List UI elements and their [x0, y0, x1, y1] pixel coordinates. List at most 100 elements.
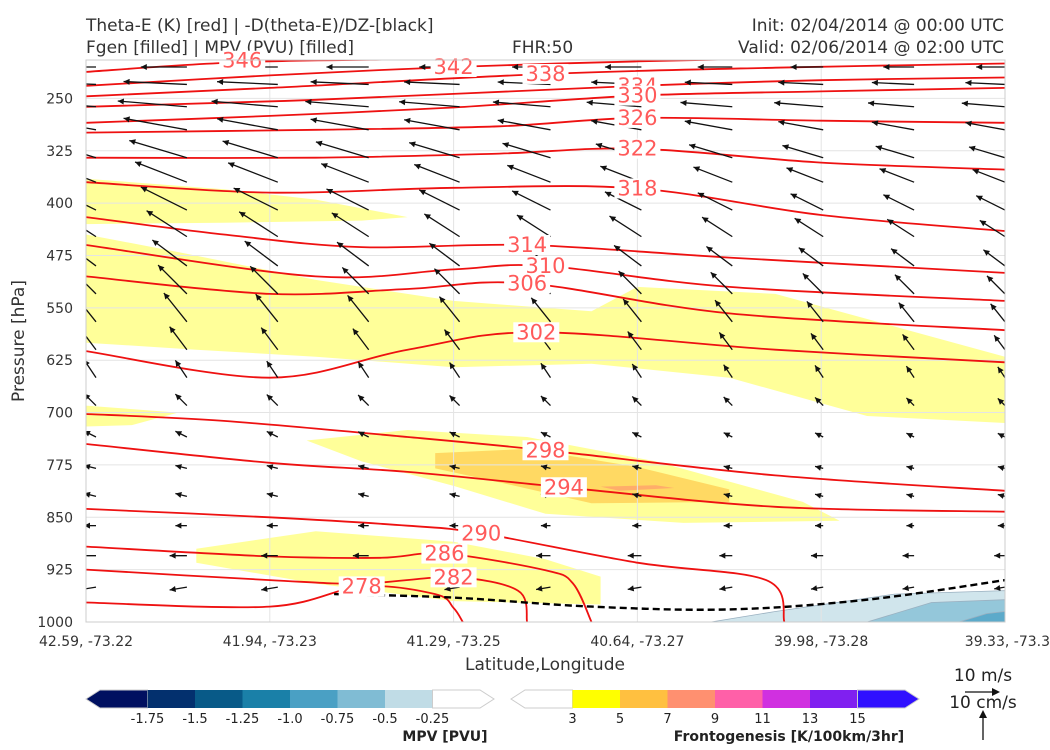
x-tick-label: 41.29, -73.25: [407, 634, 501, 650]
title-line-2: Fgen [filled] | MPV (PVU) [filled]: [86, 38, 355, 58]
wind-vector-head: [444, 329, 451, 337]
wind-vector: [266, 360, 279, 379]
wind-vector-head: [261, 327, 268, 335]
wind-vector-shaft: [867, 102, 915, 108]
wind-vector: [357, 492, 369, 499]
y-tick-label: 1000: [37, 615, 73, 631]
colorbar-segment: [762, 690, 810, 708]
wind-vector-head: [419, 189, 426, 196]
wind-vector: [86, 394, 97, 407]
wind-vector: [174, 360, 188, 379]
wind-vector: [879, 168, 915, 183]
wind-vector: [175, 522, 187, 529]
colorbar-tick-label: 15: [849, 712, 866, 727]
wind-vector-head: [78, 553, 84, 559]
wind-vector-shaft: [86, 177, 97, 183]
wind-vector: [965, 79, 1005, 86]
wind-vector-head: [331, 212, 339, 219]
wind-vector: [693, 166, 733, 183]
wind-vector-head: [815, 397, 822, 404]
wind-vector-head: [86, 394, 91, 400]
wind-vector-head: [871, 79, 878, 86]
wind-vector-head: [710, 272, 718, 279]
wind-vector: [86, 229, 97, 238]
plot-frame: [85, 59, 1006, 623]
wind-vector: [511, 190, 551, 211]
wind-vector-shaft: [123, 80, 187, 86]
wind-vector: [449, 522, 460, 529]
wind-vector-shaft: [693, 166, 733, 183]
wind-vector-head: [540, 395, 548, 403]
wind-vector: [983, 249, 1005, 267]
wind-vector-head: [152, 240, 159, 247]
wind-vector: [902, 552, 915, 559]
wind-vector: [774, 100, 824, 108]
wind-vector-head: [715, 300, 722, 307]
wind-vector-head: [36, 139, 43, 145]
wind-vector-shaft: [790, 193, 824, 211]
wind-vector-shaft: [604, 191, 642, 211]
wind-vector-head: [902, 552, 909, 559]
theta-e-contour-298: [86, 413, 1005, 492]
wind-vector-head: [997, 433, 1005, 439]
wind-vector: [414, 163, 460, 183]
wind-vector: [233, 187, 279, 211]
wind-vector: [86, 335, 97, 351]
wind-vector-shaft: [684, 81, 733, 86]
wind-vector-head: [990, 303, 997, 311]
wind-vector: [871, 120, 915, 131]
theta-e-label-342: 342: [434, 55, 474, 79]
wind-vector-shaft: [404, 81, 460, 86]
wind-vector: [449, 492, 460, 499]
wind-vector-head: [146, 210, 154, 217]
wind-vector-head: [723, 522, 730, 529]
wind-vector-head: [449, 431, 457, 438]
wind-vector: [266, 492, 278, 498]
wind-vector-shaft: [86, 204, 97, 211]
wind-vector-shaft: [961, 102, 1005, 108]
wind-vector-shaft: [404, 119, 460, 131]
theta-e-label-346: 346: [222, 49, 262, 73]
wind-vector: [975, 195, 1005, 211]
wind-vector-head: [723, 364, 730, 372]
colorbar-tick-label: -0.25: [416, 712, 450, 727]
wind-vector: [123, 78, 187, 86]
colorbar-segment: [385, 690, 433, 708]
wind-vector-head: [404, 79, 411, 86]
wind-vector-head: [261, 585, 268, 592]
wind-vector: [680, 99, 733, 108]
theta-e-label-bg: [504, 273, 551, 294]
wind-vector-shaft: [86, 586, 97, 590]
wind-vector-head: [540, 432, 548, 438]
theta-e-contour-302: [86, 331, 1005, 379]
y-tick-label: 775: [46, 458, 73, 474]
wind-vector-shaft: [965, 121, 1005, 131]
wind-vector-head: [810, 552, 817, 559]
wind-vector: [449, 431, 460, 438]
wind-vector-head: [815, 522, 822, 529]
wind-vector-head: [60, 239, 67, 245]
wind-vector-head: [627, 585, 635, 592]
wind-vector-head: [42, 161, 49, 167]
wind-vector-head: [30, 79, 36, 85]
wind-vector: [249, 265, 279, 295]
theta-e-label-bg: [522, 255, 569, 276]
ref-speed-label: 10 m/s: [954, 666, 1012, 686]
wind-vector: [883, 194, 915, 211]
wind-vector-shaft: [875, 145, 915, 159]
wind-vector: [814, 365, 824, 379]
wind-vector-head: [337, 242, 344, 249]
wind-vector: [169, 552, 187, 559]
wind-vector: [357, 394, 370, 407]
wind-vector: [618, 270, 642, 295]
wind-vector: [428, 242, 460, 267]
wind-vector: [986, 275, 1005, 295]
wind-vector-shaft: [86, 493, 97, 497]
wind-vector: [140, 63, 187, 70]
wind-vector: [175, 492, 188, 498]
colorbar-segment: [242, 690, 290, 708]
theta-e-label-330: 330: [617, 84, 657, 108]
wind-vector: [586, 99, 642, 108]
wind-vector-head: [404, 117, 411, 124]
wind-vector-head: [697, 192, 705, 199]
